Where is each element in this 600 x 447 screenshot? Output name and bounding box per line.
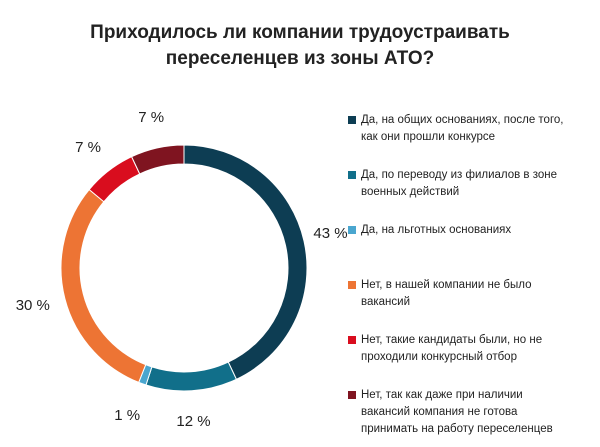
legend-label-6: Нет, так как даже при наличии вакансий ко… (361, 387, 593, 438)
value-label-5: 7 % (75, 138, 101, 156)
chart-title-line-1: Приходилось ли компании трудоустраивать (90, 22, 510, 43)
legend-swatch-3 (348, 226, 356, 234)
legend-label-3-line-1: Да, на льготных основаниях (361, 224, 512, 236)
value-label-3: 1 % (114, 406, 141, 424)
legend-label-5-line-2: проходили конкурсный отбор (361, 351, 517, 363)
donut-slice-5 (88, 156, 141, 203)
legend-label-6-line-2: вакансий компания не готова (361, 406, 518, 418)
legend-label-2: Да, по переводу из филиалов в зоне военны… (361, 167, 593, 201)
legend-swatch-4 (348, 281, 356, 289)
legend-label-1: Да, на общих основаниях, после того, как … (361, 112, 593, 146)
value-label-4: 30 % (15, 296, 50, 314)
legend-label-4-line-2: вакансий (361, 296, 411, 308)
value-label-6: 7 % (138, 109, 165, 127)
legend-label-3: Да, на льготных основаниях (361, 222, 593, 239)
legend-swatch-6 (348, 391, 356, 399)
legend-label-1-line-2: как они прошли конкурсе (361, 131, 496, 143)
legend-swatch-5 (348, 336, 356, 344)
donut-slice-6 (130, 144, 185, 175)
donut-slice-1 (183, 144, 308, 380)
legend-label-2-line-2: военных действий (361, 186, 460, 198)
legend-label-6-line-1: Нет, так как даже при наличии (361, 389, 523, 401)
chart-title-line-2: переселенцев из зоны АТО? (165, 48, 435, 69)
legend-label-1-line-1: Да, на общих основаниях, после того, (361, 114, 564, 126)
chart-title: Приходилось ли компании трудоустраивать … (0, 20, 600, 72)
legend-label-5-line-1: Нет, такие кандидаты были, но не (361, 334, 543, 346)
legend-swatch-1 (348, 116, 356, 124)
donut-slice-2 (145, 361, 238, 392)
legend-label-4: Нет, в нашей компании не было вакансий (361, 277, 593, 311)
legend-label-5: Нет, такие кандидаты были, но не проходил… (361, 332, 593, 366)
legend-label-6-line-3: принимать на работу переселенцев (361, 423, 553, 435)
value-label-1: 43 % (313, 224, 348, 242)
legend-label-2-line-1: Да, по переводу из филиалов в зоне (361, 169, 558, 181)
legend-label-4-line-1: Нет, в нашей компании не было (361, 279, 532, 291)
value-label-2: 12 % (176, 413, 211, 431)
donut-slice-4 (60, 188, 147, 384)
legend-swatch-2 (348, 171, 356, 179)
